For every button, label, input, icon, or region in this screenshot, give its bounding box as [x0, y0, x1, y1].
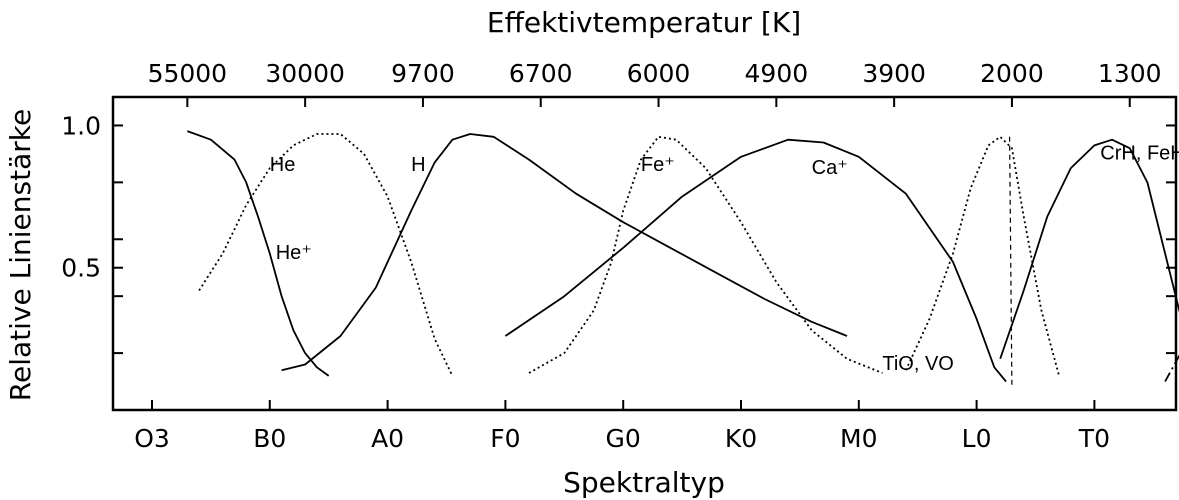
x-tick-label: O3: [134, 424, 170, 453]
series-line-unnamed: [1009, 136, 1013, 388]
series-line-ca: [504, 138, 1007, 383]
series-line-crh-feh: [999, 138, 1179, 360]
top-tick-label: 4900: [745, 59, 809, 88]
series-label-tio-vo: TiO, VO: [882, 353, 953, 375]
x-tick-label: K0: [725, 424, 757, 453]
series-label-he: He: [270, 154, 296, 176]
y-tick-label: 1.0: [61, 111, 101, 140]
y-axis-title: Relative Linienstärke: [4, 109, 37, 401]
series-label-he: He⁺: [276, 242, 312, 264]
series-label-crh-feh: CrH, FeH: [1100, 143, 1179, 165]
top-tick-label: 1300: [1098, 59, 1162, 88]
series-lines: [186, 130, 1179, 388]
x-tick-label: G0: [606, 424, 641, 453]
axis-ticks: O3 B0 A0 F0 G0 K0 M0 L0 T0 55000 30000 9700 6700 6000…: [61, 59, 1176, 453]
top-tick-label: 9700: [391, 59, 455, 88]
top-tick-label: 30000: [265, 59, 345, 88]
x-tick-label: T0: [1078, 424, 1110, 453]
x-tick-label: M0: [840, 424, 877, 453]
top-tick-label: 6700: [509, 59, 573, 88]
series-line-h: [281, 133, 848, 372]
top-axis-title: Effektivtemperatur [K]: [487, 6, 801, 39]
top-tick-label: 6000: [627, 59, 691, 88]
plot-frame: [111, 95, 1178, 412]
series-line-he: [186, 130, 330, 377]
series-label-h: H: [411, 154, 425, 176]
top-tick-label: 2000: [980, 59, 1044, 88]
top-tick-label: 3900: [862, 59, 926, 88]
series-label-fe: Fe⁺: [641, 154, 675, 176]
series-label-ca: Ca⁺: [812, 157, 848, 179]
x-tick-label: F0: [490, 424, 520, 453]
x-tick-label: L0: [962, 424, 992, 453]
x-tick-label: A0: [371, 424, 404, 453]
series-line-tio-vo: [905, 135, 1060, 377]
series-line-he: [198, 133, 454, 377]
x-axis-title: Spektraltyp: [563, 466, 725, 499]
y-tick-label: 0.5: [61, 254, 101, 283]
top-tick-label: 55000: [148, 59, 228, 88]
x-tick-label: B0: [253, 424, 286, 453]
series-line-fe: [528, 135, 883, 374]
